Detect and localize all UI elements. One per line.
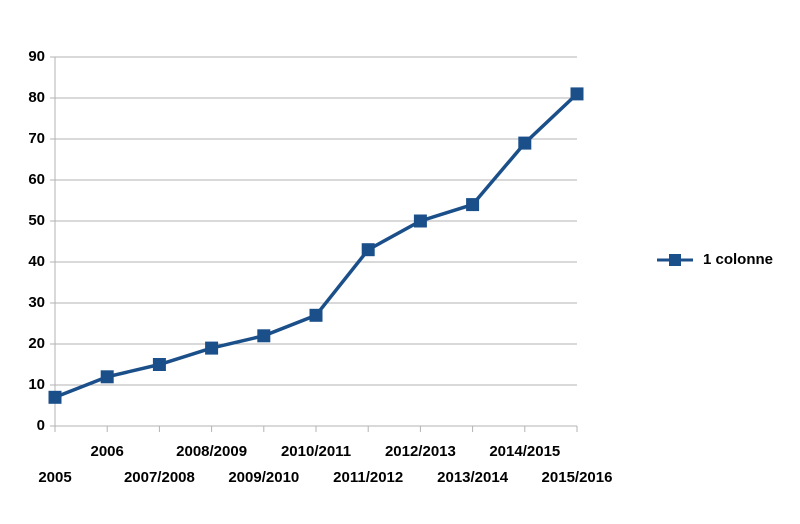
- y-tick-label: 40: [28, 253, 45, 270]
- data-point: [48, 390, 62, 404]
- data-point: [518, 136, 532, 150]
- x-tick-label: 2008/2009: [176, 443, 247, 460]
- x-tick-label: 2013/2014: [437, 469, 509, 486]
- x-tick-label: 2009/2010: [228, 469, 299, 486]
- x-tick-label: 2014/2015: [489, 443, 560, 460]
- y-tick-label: 60: [28, 171, 45, 188]
- y-tick-label: 70: [28, 130, 45, 147]
- x-tick-label: 2012/2013: [385, 443, 456, 460]
- data-point: [361, 243, 375, 257]
- x-tick-label: 2005: [38, 469, 71, 486]
- x-tick-label: 2007/2008: [124, 469, 195, 486]
- y-tick-label: 90: [28, 48, 45, 65]
- data-point: [152, 358, 166, 371]
- data-point: [100, 370, 114, 384]
- y-tick-label: 10: [28, 376, 45, 393]
- y-tick-label: 80: [28, 89, 45, 106]
- y-tick-label: 50: [28, 212, 45, 229]
- data-point: [257, 329, 271, 343]
- data-point: [309, 308, 323, 322]
- y-tick-label: 0: [37, 417, 45, 434]
- data-point: [570, 87, 584, 101]
- x-tick-label: 2010/2011: [281, 443, 351, 460]
- legend-label: 1 colonne: [703, 251, 773, 268]
- legend-marker: [669, 254, 681, 266]
- data-point: [205, 341, 219, 355]
- data-point: [466, 198, 480, 212]
- x-tick-label: 2015/2016: [542, 469, 613, 486]
- data-point: [413, 214, 427, 228]
- y-tick-label: 20: [28, 335, 45, 352]
- y-tick-label: 30: [28, 294, 45, 311]
- x-tick-label: 2011/2012: [333, 469, 403, 486]
- x-tick-label: 2006: [91, 443, 124, 460]
